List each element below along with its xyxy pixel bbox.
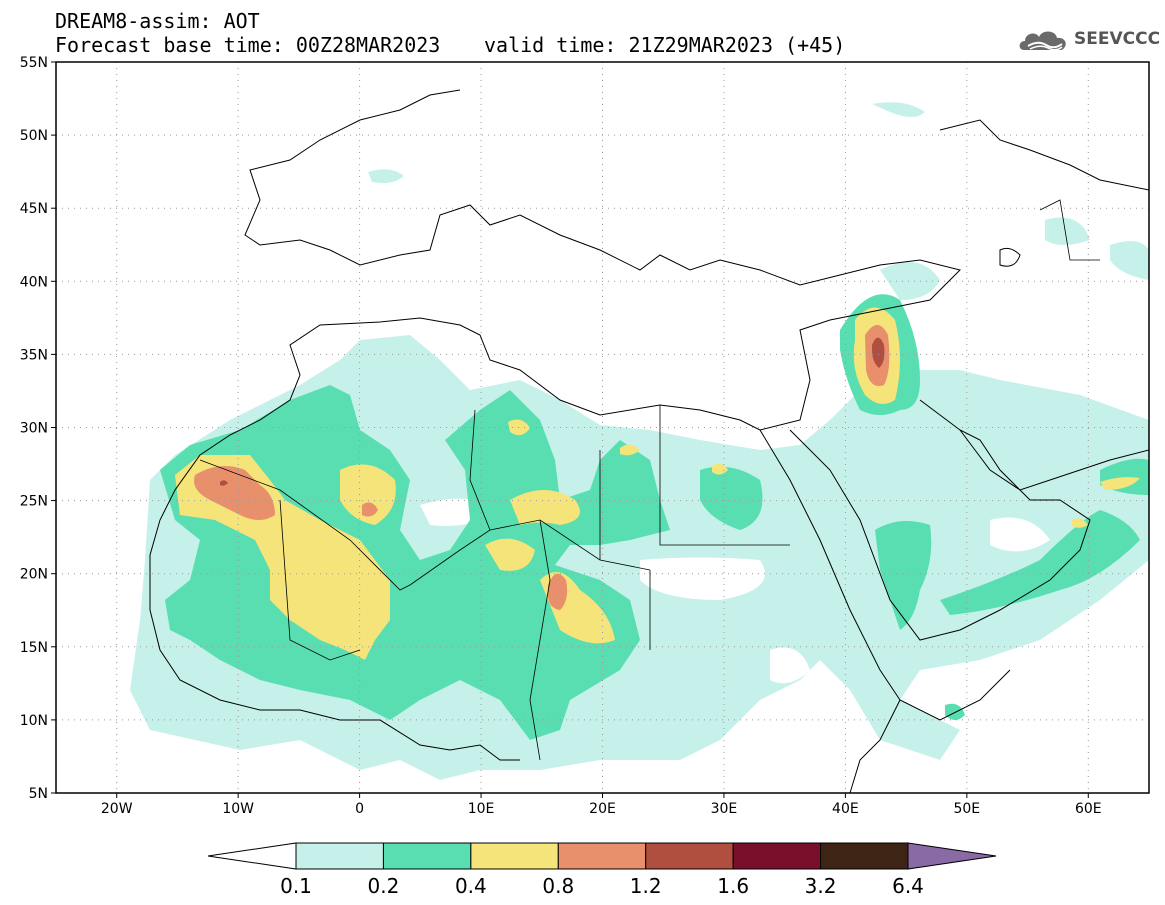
latitude-ticks: 55N 50N 45N 40N 35N 30N 25N 20N 15N 10N 5N [20,55,56,802]
coastlines [149,89,1149,793]
colorbar-swatch [645,842,734,870]
colorbar-level-label: 3.2 [805,874,837,898]
lat-tick-label: 5N [29,786,48,802]
lat-tick-label: 40N [20,274,48,290]
aot-level-0.2-oman [940,510,1140,615]
colorbar-min-arrow [207,842,297,870]
lon-tick-label: 10E [468,801,495,817]
lat-tick-label: 35N [20,347,48,363]
dotted-grid [56,62,1149,793]
aot-level-0.4-egypt [620,444,728,475]
aot-fields [130,102,1149,780]
aot-level-0.4-gulf [1100,477,1140,490]
aot-level-0.1-turkey [880,262,940,300]
colorbar-swatch [557,842,647,870]
lat-tick-label: 20N [20,567,48,583]
valid-time-label: valid time: 21Z29MAR2023 (+45) [484,33,846,57]
aot-level-0.2-arabia [875,521,932,630]
colorbar-level-label: 1.6 [717,874,749,898]
base-time-label: Forecast base time: 00Z28MAR2023 [55,33,441,57]
lon-tick-label: 60E [1075,801,1102,817]
colorbar-level-label: 0.2 [368,874,400,898]
aot-level-0.1-central-asia [1045,217,1149,280]
colorbar-max-arrow [907,842,997,870]
lon-tick-label: 20E [589,801,616,817]
colorbar-level-label: 0.8 [542,874,574,898]
aot-level-0.2-horn [945,703,965,720]
aot-level-0.2-east [700,466,763,530]
colorbar-swatch [382,842,472,870]
cloud-logo-icon [1019,31,1066,51]
lat-tick-label: 45N [20,201,48,217]
colorbar-level-label: 1.2 [630,874,662,898]
logo-text: SEEVCCC [1074,29,1161,49]
aot-level-0.2 [160,385,670,740]
colorbar-level-label: 0.4 [455,874,487,898]
longitude-ticks: 20W 10W 0 10E 20E 30E 40E 50E 60E [101,793,1102,817]
aot-level-0.4-mali [340,464,396,525]
lon-tick-label: 30E [711,801,738,817]
lon-tick-label: 20W [101,801,133,817]
colorbar-swatch [820,842,909,870]
aot-level-0.4-oman [1072,518,1088,528]
lon-tick-label: 50E [953,801,980,817]
lat-tick-label: 30N [20,421,48,437]
aot-level-0.4-chad [510,490,580,525]
aot-level-0.8-mali [362,502,378,517]
clear-area [770,647,810,684]
aot-level-0.8 [194,466,275,520]
lon-tick-label: 40E [832,801,859,817]
seevccc-logo: SEEVCCC [1016,24,1160,54]
country-borders [199,199,1100,761]
lat-tick-label: 50N [20,128,48,144]
lat-tick-label: 10N [20,713,48,729]
colorbar: 0.1 0.2 0.4 0.8 1.2 1.6 3.2 6.4 [207,842,997,898]
aot-level-0.4-niger [485,538,535,571]
map-title: DREAM8-assim: AOT [55,9,260,33]
lat-tick-label: 25N [20,494,48,510]
lon-tick-label: 0 [355,801,364,817]
colorbar-swatch [295,842,384,870]
clear-area [640,557,765,600]
colorbar-swatch [470,842,559,870]
colorbar-level-label: 0.1 [280,874,312,898]
aot-level-1.2-iraq [872,337,885,368]
lon-tick-label: 10W [222,801,254,817]
aot-level-0.1-caspian [872,102,925,117]
aot-level-1.2-sahara [220,480,228,486]
colorbar-swatch [732,842,822,870]
aot-level-0.8-sudan [548,573,568,610]
colorbar-level-label: 6.4 [892,874,924,898]
lat-tick-label: 15N [20,640,48,656]
lat-tick-label: 55N [20,55,48,71]
clear-area [990,517,1050,552]
aot-level-0.1-north [368,169,404,184]
